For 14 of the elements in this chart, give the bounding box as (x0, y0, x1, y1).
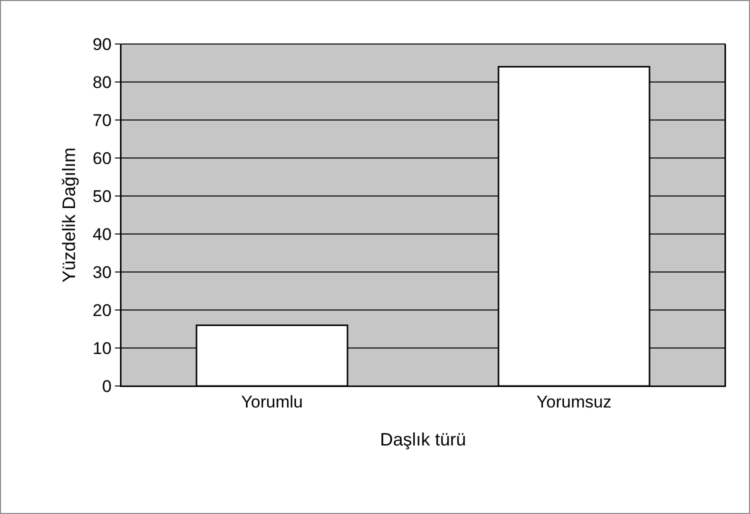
y-axis-title: Yüzdelik Dağılım (58, 147, 79, 283)
y-tick-label: 60 (92, 148, 112, 168)
y-tick-label: 0 (102, 376, 112, 396)
x-axis-title: Daşlık türü (380, 430, 466, 450)
y-tick-label: 30 (92, 262, 112, 282)
y-tick-label: 50 (92, 186, 112, 206)
y-tick-label: 10 (92, 338, 112, 358)
y-tick-label: 80 (92, 72, 112, 92)
y-tick-label: 40 (92, 224, 112, 244)
x-tick-label: Yorumsuz (536, 392, 612, 412)
y-tick-label: 20 (92, 300, 112, 320)
y-tick-label: 70 (92, 110, 112, 130)
x-tick-label: Yorumlu (241, 392, 303, 412)
y-tick-label: 90 (92, 34, 112, 54)
